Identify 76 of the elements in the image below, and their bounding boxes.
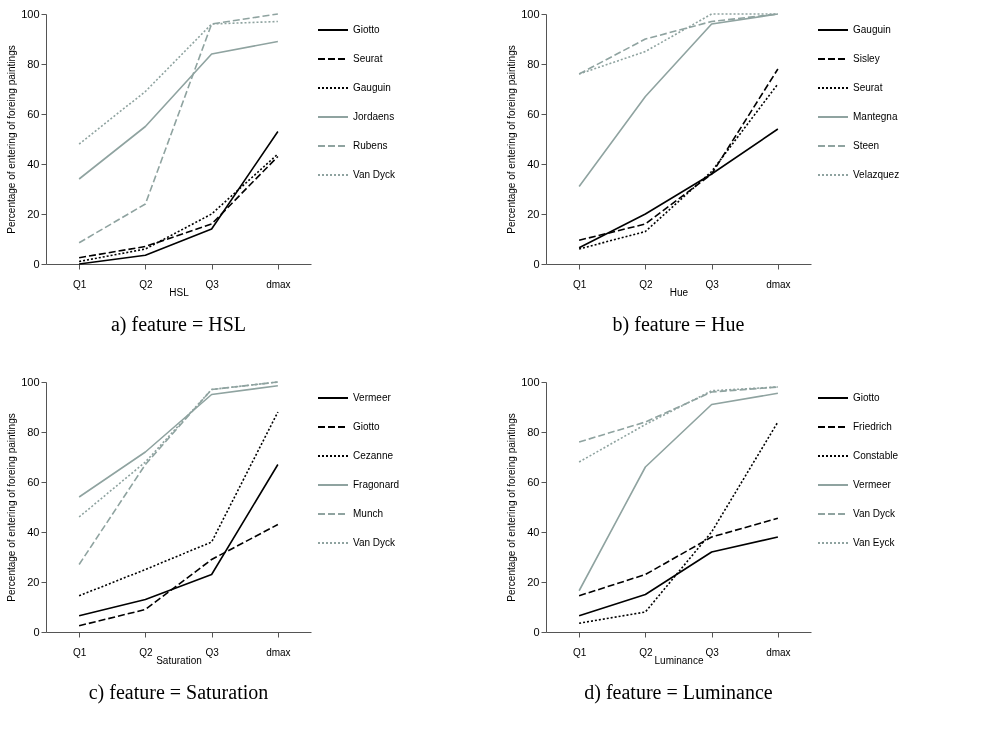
legend-label: Van Dyck [853, 508, 897, 519]
legend-label: Van Dyck [353, 537, 397, 548]
y-axis-title: Percentage of entering of foreing paintings [6, 413, 18, 602]
x-tick-label: dmax [766, 278, 791, 290]
legend-label: Friedrich [853, 421, 892, 432]
x-tick-label: Q2 [139, 646, 153, 658]
y-axis-title: Percentage of entering of foreing paintings [506, 413, 518, 602]
legend-label: Gauguin [353, 82, 391, 93]
y-tick-label: 80 [27, 57, 40, 70]
x-axis-title: Hue [669, 286, 689, 298]
x-tick-label: Q1 [72, 278, 87, 290]
legend-label: Van Eyck [853, 537, 896, 548]
y-tick-label: 100 [21, 375, 40, 388]
y-tick-label: 100 [21, 7, 40, 20]
legend-label: Van Dyck [353, 169, 397, 180]
x-tick-label: Q3 [205, 278, 220, 290]
text: a) feature = HSL [110, 313, 247, 336]
x-axis-title: Saturation [156, 654, 202, 666]
x-tick-label: dmax [766, 646, 791, 658]
legend-label: Seurat [853, 82, 883, 93]
x-tick-label: Q1 [572, 278, 587, 290]
y-tick-label: 80 [527, 57, 540, 70]
y-tick-label: 20 [27, 575, 40, 588]
y-tick-label: 20 [27, 207, 40, 220]
legend-label: Velazquez [853, 169, 900, 180]
y-tick-label: 40 [527, 157, 540, 170]
y-tick-label: 60 [27, 107, 40, 120]
legend-label: Seurat [353, 53, 383, 64]
x-tick-label: Q1 [572, 646, 587, 658]
x-tick-label: Q1 [72, 646, 87, 658]
y-tick-label: 0 [533, 257, 540, 270]
legend-label: Giotto [353, 421, 381, 432]
y-tick-label: 20 [527, 207, 540, 220]
x-tick-label: Q2 [639, 278, 653, 290]
x-tick-label: dmax [266, 646, 291, 658]
legend-label: Giotto [353, 24, 381, 35]
y-tick-label: 100 [521, 7, 540, 20]
y-tick-label: 60 [527, 475, 540, 488]
text: c) feature = Saturation [88, 681, 269, 704]
x-tick-label: Q2 [639, 646, 653, 658]
y-tick-label: 40 [27, 157, 40, 170]
legend-label: Constable [853, 450, 899, 461]
y-tick-label: 80 [527, 425, 540, 438]
x-tick-label: dmax [266, 278, 291, 290]
legend-label: Sisley [853, 53, 880, 64]
legend-label: Gauguin [853, 24, 891, 35]
y-tick-label: 0 [33, 625, 40, 638]
legend-label: Giotto [853, 392, 881, 403]
y-tick-label: 40 [27, 525, 40, 538]
y-tick-label: 20 [527, 575, 540, 588]
x-tick-label: Q3 [705, 278, 720, 290]
legend-label: Mantegna [853, 111, 898, 122]
y-tick-label: 60 [527, 107, 540, 120]
y-tick-label: 0 [533, 625, 540, 638]
y-tick-label: 40 [527, 525, 540, 538]
legend-label: Cezanne [353, 450, 394, 461]
legend-label: Vermeer [353, 392, 392, 403]
y-axis-title: Percentage of entering of foreing paintings [506, 45, 518, 234]
text: d) feature = Luminance [584, 681, 773, 704]
x-axis-title: HSL [169, 286, 190, 298]
text: b) feature = Hue [612, 313, 745, 336]
y-tick-label: 100 [521, 375, 540, 388]
legend-label: Rubens [353, 140, 388, 151]
y-tick-label: 60 [27, 475, 40, 488]
y-tick-label: 80 [27, 425, 40, 438]
legend-label: Fragonard [353, 479, 400, 490]
legend-label: Vermeer [853, 479, 892, 490]
legend-label: Steen [853, 140, 880, 151]
x-axis-title: Luminance [654, 654, 704, 666]
legend-label: Munch [353, 508, 384, 519]
legend-label: Jordaens [353, 111, 395, 122]
y-tick-label: 0 [33, 257, 40, 270]
x-tick-label: Q3 [705, 646, 720, 658]
y-axis-title: Percentage of entering of foreing paintings [6, 45, 18, 234]
x-tick-label: Q2 [139, 278, 153, 290]
x-tick-label: Q3 [205, 646, 220, 658]
